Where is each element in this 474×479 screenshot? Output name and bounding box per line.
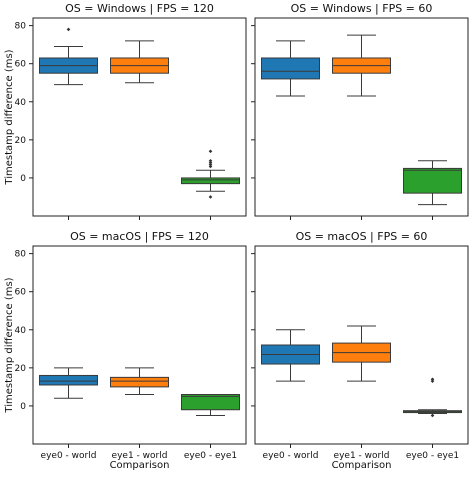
box-0	[261, 57, 320, 80]
outlier-point	[208, 195, 213, 199]
y-tick-label: 60	[15, 60, 27, 70]
panel-frame	[32, 245, 247, 445]
outlier-point	[430, 377, 435, 382]
panel-title: OS = macOS | FPS = 120	[70, 230, 209, 243]
box-2	[403, 167, 462, 194]
y-axis-label: Timestamp difference (ms)	[4, 277, 15, 413]
y-tick-label: 80	[15, 250, 27, 260]
x-tick-label: eye1 - world	[112, 451, 168, 461]
x-tick-label: eye0 - eye1	[406, 451, 459, 461]
outlier-point	[430, 379, 435, 383]
box-2	[181, 177, 240, 185]
x-tick-label: eye1 - world	[334, 451, 390, 461]
panel-title: OS = Windows | FPS = 120	[65, 2, 214, 15]
x-axis-label: Comparison	[110, 460, 170, 471]
y-tick-label: 0	[20, 402, 26, 412]
box-1	[110, 376, 169, 388]
y-tick-label: 40	[15, 326, 27, 336]
outlier-point	[208, 160, 213, 165]
outlier-point	[208, 162, 213, 167]
outlier-point	[208, 164, 213, 169]
y-tick-label: 20	[15, 136, 27, 146]
outlier-point	[208, 149, 213, 154]
box-2	[181, 394, 240, 411]
panel-title: OS = Windows | FPS = 60	[291, 2, 433, 15]
y-axis-label: Timestamp difference (ms)	[4, 49, 15, 185]
y-tick-label: 20	[15, 364, 27, 374]
y-tick-label: 80	[15, 22, 27, 32]
x-tick-label: eye0 - eye1	[184, 451, 237, 461]
outlier-point	[66, 27, 71, 32]
y-tick-label: 40	[15, 98, 27, 108]
y-tick-label: 0	[20, 174, 26, 184]
x-tick-label: eye0 - world	[263, 451, 319, 461]
outlier-point	[430, 413, 435, 418]
panel-title: OS = macOS | FPS = 60	[296, 230, 428, 243]
outlier-point	[208, 158, 213, 163]
x-tick-label: eye0 - world	[41, 451, 97, 461]
box-0	[39, 374, 98, 386]
y-tick-label: 60	[15, 288, 27, 298]
x-axis-label: Comparison	[332, 460, 392, 471]
